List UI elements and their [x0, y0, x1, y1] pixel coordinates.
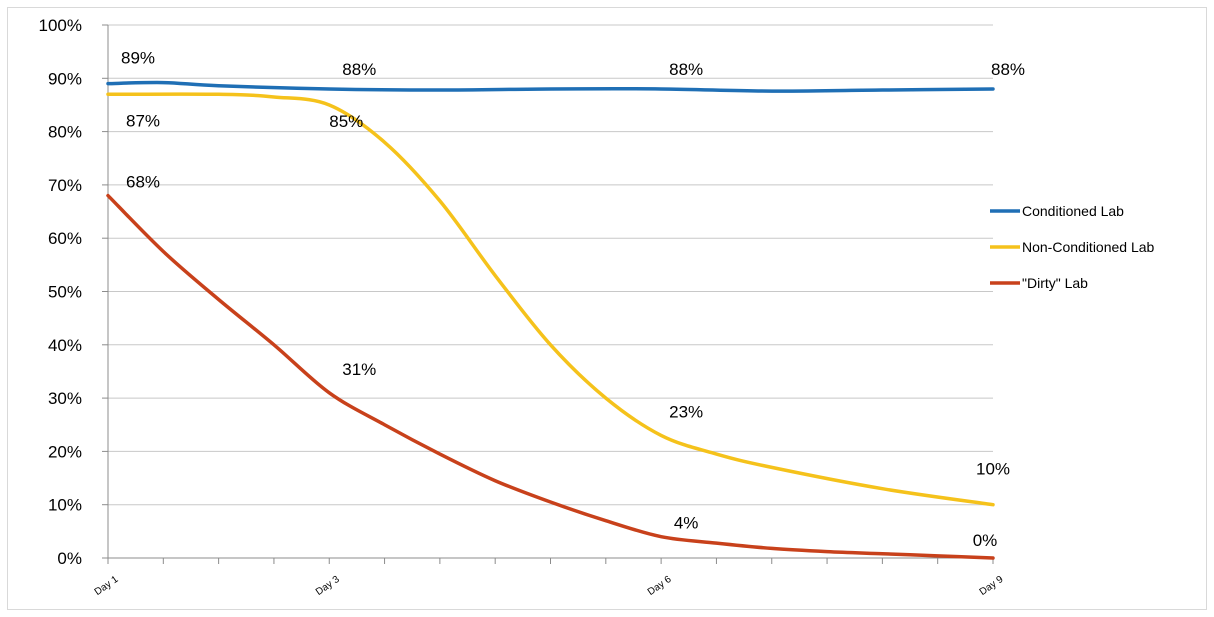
dirty-lab-data-label: 31%: [342, 360, 376, 379]
y-tick-label: 50%: [48, 283, 82, 302]
non-conditioned-lab-data-label: 87%: [126, 111, 160, 130]
legend-label: Non-Conditioned Lab: [1022, 239, 1155, 255]
non-conditioned-lab-data-label: 85%: [329, 112, 363, 131]
legend-label: "Dirty" Lab: [1022, 275, 1088, 291]
legend-item-dirty-lab: "Dirty" Lab: [990, 275, 1088, 291]
legend-item-non-conditioned-lab: Non-Conditioned Lab: [990, 239, 1155, 255]
y-tick-label: 60%: [48, 229, 82, 248]
y-tick-label: 80%: [48, 123, 82, 142]
non-conditioned-lab-data-label: 10%: [976, 460, 1010, 479]
legend-label: Conditioned Lab: [1022, 203, 1124, 219]
conditioned-lab-data-label: 88%: [342, 60, 376, 79]
data-labels: 89% 88% 88% 88% 87% 85% 23% 10% 68% 31% 4% 0%: [121, 49, 1025, 550]
y-tick-label: 20%: [48, 442, 82, 461]
dirty-lab-data-label: 68%: [126, 173, 160, 192]
x-tick-label: Day 1: [93, 574, 121, 598]
conditioned-lab-line: [106, 80, 995, 93]
dirty-lab-data-label: 4%: [674, 514, 699, 533]
x-tick-label: Day 9: [978, 574, 1006, 598]
legend-item-conditioned-lab: Conditioned Lab: [990, 203, 1124, 219]
y-tick-label: 30%: [48, 389, 82, 408]
legend: Conditioned Lab Non-Conditioned Lab "Dirty…: [990, 203, 1155, 291]
y-tick-label: 0%: [57, 549, 82, 568]
dirty-lab-line: [106, 193, 995, 560]
conditioned-lab-data-label: 89%: [121, 49, 155, 68]
y-tick-label: 70%: [48, 176, 82, 195]
y-tick-label: 90%: [48, 69, 82, 88]
x-tick-label: Day 3: [314, 574, 342, 598]
y-tick-label: 100%: [39, 16, 82, 35]
y-tick-label: 40%: [48, 336, 82, 355]
dirty-lab-data-label: 0%: [973, 531, 998, 550]
x-tick-label: Day 6: [646, 574, 674, 598]
non-conditioned-lab-line: [106, 92, 995, 507]
y-tick-label: 10%: [48, 496, 82, 515]
conditioned-lab-data-label: 88%: [991, 60, 1025, 79]
non-conditioned-lab-data-label: 23%: [669, 402, 703, 421]
axes: 0% 10% 20% 30% 40% 50% 60% 70% 80% 90% 100% Day 1 Da…: [39, 16, 1006, 598]
series-group: [106, 80, 995, 560]
gridlines: [108, 24, 993, 506]
chart-frame: [7, 7, 1207, 610]
conditioned-lab-data-label: 88%: [669, 60, 703, 79]
